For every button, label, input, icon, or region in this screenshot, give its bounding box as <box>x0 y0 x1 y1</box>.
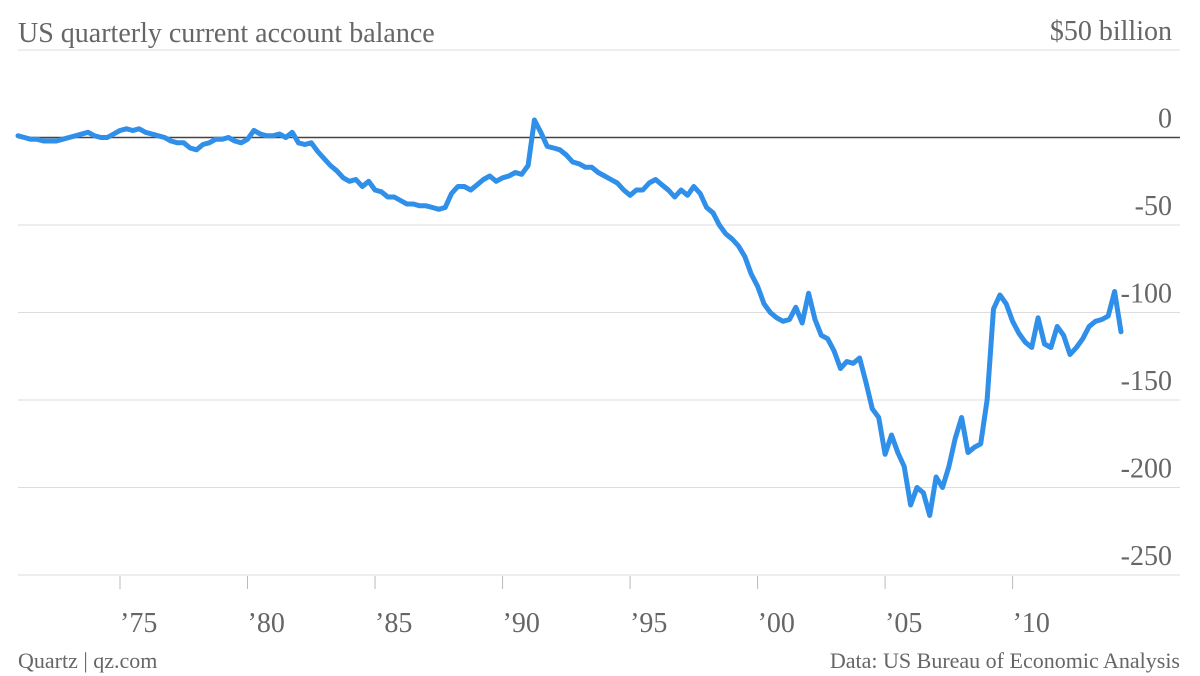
y-tick-label: $50 billion <box>1050 16 1172 47</box>
source: Data: US Bureau of Economic Analysis <box>830 648 1180 673</box>
y-tick-label: -100 <box>1121 279 1172 310</box>
chart-title: US quarterly current account balance <box>18 18 435 49</box>
x-tick-label: ’85 <box>375 608 412 639</box>
y-tick-label: 0 <box>1158 104 1172 135</box>
x-tick-label: ’80 <box>248 608 285 639</box>
x-tick-label: ’95 <box>630 608 667 639</box>
x-tick-label: ’90 <box>503 608 540 639</box>
y-tick-label: -50 <box>1135 191 1172 222</box>
x-tick-label: ’05 <box>885 608 922 639</box>
y-tick-label: -250 <box>1121 541 1172 572</box>
y-tick-label: -200 <box>1121 454 1172 485</box>
x-tick-label: ’10 <box>1013 608 1050 639</box>
footer: Quartz | qz.com <box>18 648 157 673</box>
x-tick-label: ’00 <box>758 608 795 639</box>
y-tick-label: -150 <box>1121 366 1172 397</box>
x-tick-label: ’75 <box>120 608 157 639</box>
data-line <box>15 117 1124 518</box>
